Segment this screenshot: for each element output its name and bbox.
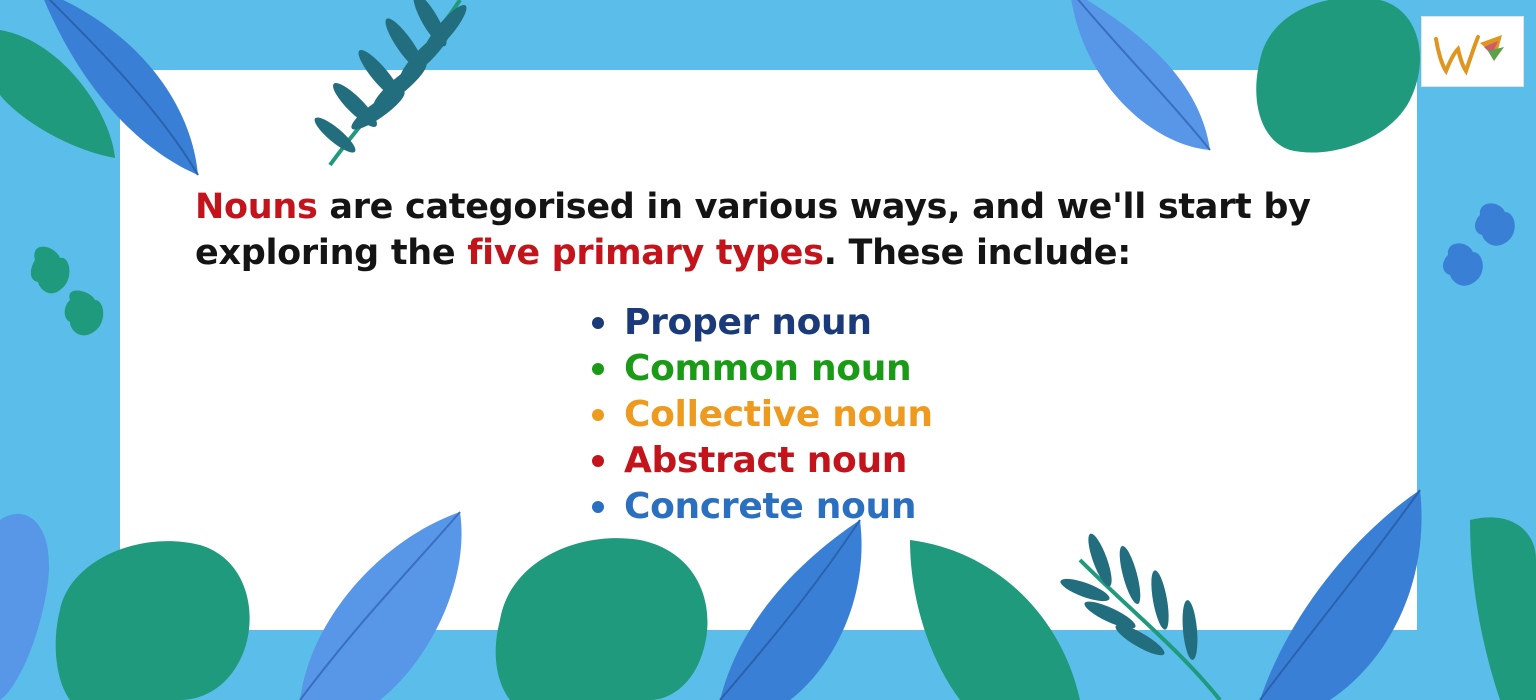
brand-logo[interactable] xyxy=(1421,16,1524,87)
bullet-icon xyxy=(592,501,604,513)
bullet-icon xyxy=(592,317,604,329)
list-item-proper-noun: Proper noun xyxy=(590,300,933,346)
small-leaf-icon xyxy=(1443,203,1515,286)
list-item-abstract-noun: Abstract noun xyxy=(590,438,933,484)
list-item-collective-noun: Collective noun xyxy=(590,392,933,438)
bullet-icon xyxy=(592,363,604,375)
list-item-label: Collective noun xyxy=(624,394,933,435)
list-item-common-noun: Common noun xyxy=(590,346,933,392)
noun-types-list: Proper noun Common noun Collective noun … xyxy=(590,300,933,530)
intro-highlight-nouns: Nouns xyxy=(195,187,318,227)
list-item-label: Concrete noun xyxy=(624,486,917,527)
list-item-label: Abstract noun xyxy=(624,440,908,481)
leaf-icon xyxy=(0,513,49,700)
intro-text-part: . These include: xyxy=(823,233,1132,273)
small-leaf-icon xyxy=(30,246,104,336)
brand-logo-icon xyxy=(1434,35,1504,76)
list-item-concrete-noun: Concrete noun xyxy=(590,484,933,530)
intro-text-part: are categorised in various ways, and we'… xyxy=(195,187,1311,273)
list-item-label: Common noun xyxy=(624,348,912,389)
list-item-label: Proper noun xyxy=(624,302,872,343)
bullet-icon xyxy=(592,409,604,421)
leaf-icon xyxy=(0,30,115,158)
bullet-icon xyxy=(592,455,604,467)
leaf-icon xyxy=(1470,517,1536,700)
intro-highlight-types: five primary types xyxy=(467,233,824,273)
intro-text: Nouns are categorised in various ways, a… xyxy=(195,184,1355,276)
